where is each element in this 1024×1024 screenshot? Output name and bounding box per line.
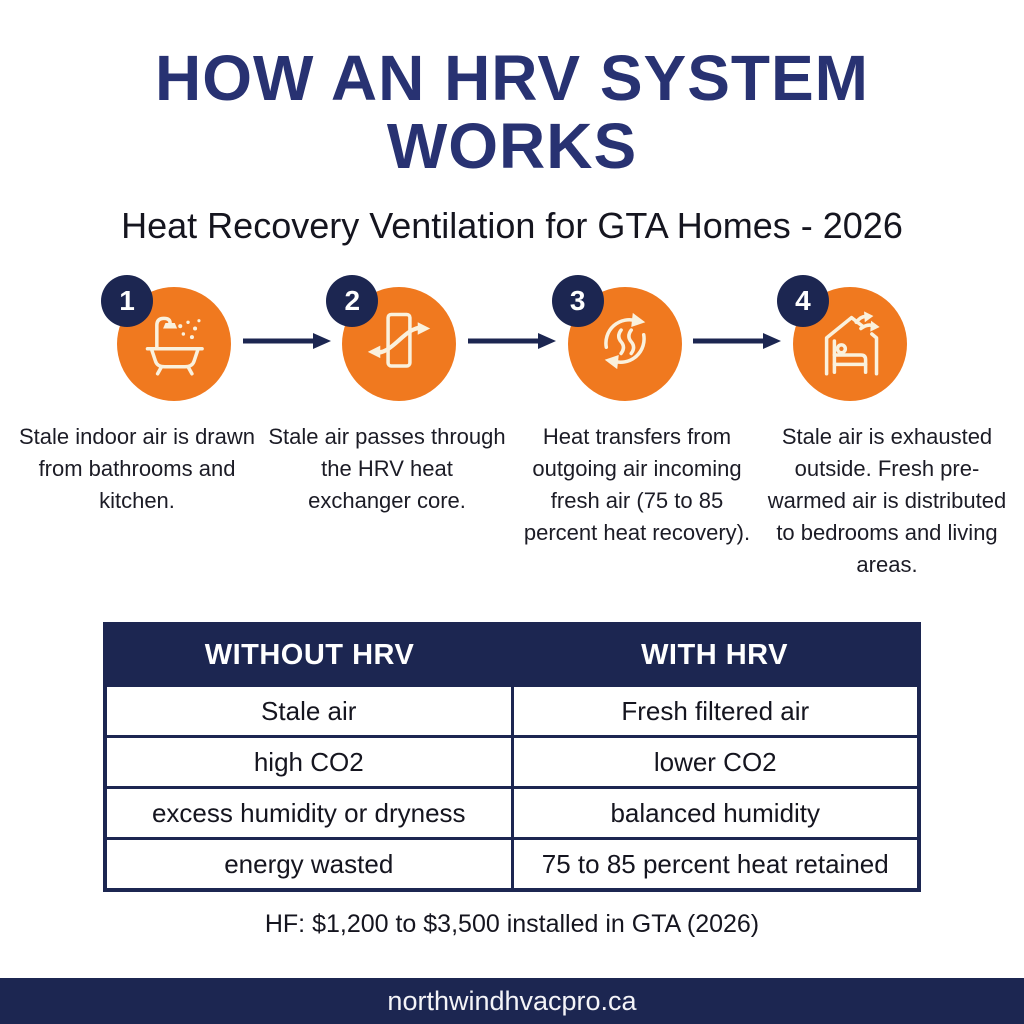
price-note: HF: $1,200 to $3,500 installed in GTA (2… [264,910,760,939]
table-row: Stale air Fresh filtered air [103,684,921,739]
step-number-badge: 3 [551,274,604,327]
step-description-4: Stale air is exhausted outside. Fresh pr… [767,423,1007,577]
step-circle-3: 3 [551,274,682,401]
column-header-with-hrv: WITH HRV [512,624,919,686]
step-number-badge: 4 [776,274,829,327]
step-description-1: Stale indoor air is drawn from bathrooms… [18,423,255,513]
arrow-right-icon [691,332,783,355]
heat-exchanger-core-icon [360,302,438,385]
column-header-without-hrv: WITHOUT HRV [105,624,512,686]
table-cell: Stale air [103,684,514,739]
website-url: northwindhvacpro.ca [387,985,637,1016]
page-title: HOW AN HRV SYSTEM WORKS [155,42,869,183]
table-cell: 75 to 85 percent heat retained [510,837,921,892]
arrow-right-icon [466,332,558,355]
step-number-badge: 2 [326,274,379,327]
step-number-badge: 1 [101,274,153,327]
step-circle-4: 4 [776,274,907,401]
table-cell: energy wasted [103,837,514,892]
page-subtitle: Heat Recovery Ventilation for GTA Homes … [121,204,903,246]
step-circle-2: 2 [326,274,457,401]
table-row: high CO2 lower CO2 [103,735,921,790]
comparison-table: WITHOUT HRV WITH HRV Stale air Fresh fil… [103,622,921,893]
heat-transfer-cycle-icon [586,302,664,385]
step-descriptions-row: Stale indoor air is drawn from bathrooms… [17,421,1007,580]
step-description-2: Stale air passes through the HRV heat ex… [268,423,506,513]
bathtub-shower-icon [135,302,213,385]
house-exhaust-icon [811,302,889,385]
step-circle-1: 1 [101,274,231,401]
footer-bar: northwindhvacpro.ca [0,978,1024,1024]
table-row: excess humidity or dryness balanced humi… [103,786,921,841]
step-description-3: Heat transfers from outgoing air incomin… [523,423,751,545]
table-cell: balanced humidity [510,786,921,841]
process-steps-row: 1 [101,274,907,401]
table-header-row: WITHOUT HRV WITH HRV [105,624,919,686]
table-cell: lower CO2 [510,735,921,790]
table-cell: Fresh filtered air [510,684,921,739]
table-cell: high CO2 [103,735,514,790]
table-row: energy wasted 75 to 85 percent heat reta… [103,837,921,892]
table-cell: excess humidity or dryness [103,786,514,841]
arrow-right-icon [241,332,333,355]
